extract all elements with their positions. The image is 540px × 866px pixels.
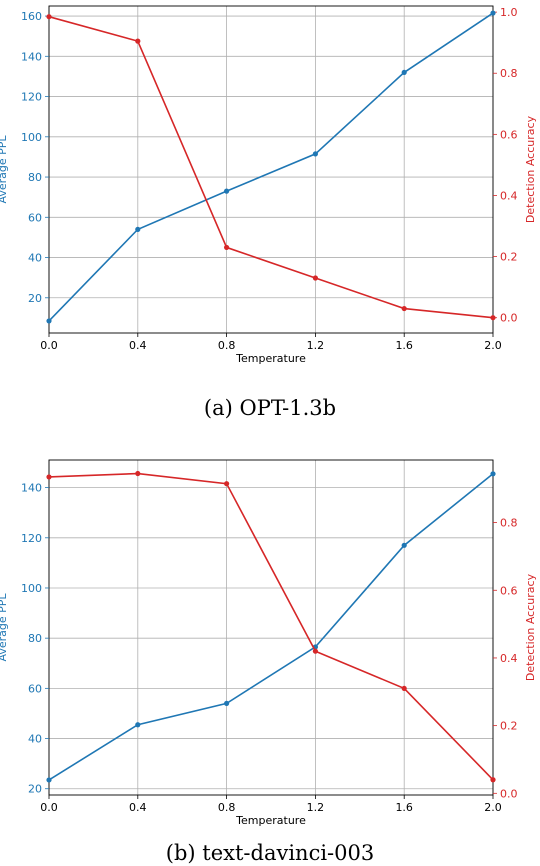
- charta-ytick-right-label: 1.0: [500, 6, 518, 19]
- chartb-ppl-point-5: [490, 471, 496, 477]
- chartb-ppl-point-2: [224, 700, 230, 707]
- chartb-ppl-point-4: [401, 542, 407, 548]
- charta-ytick-left-label: 100: [21, 131, 42, 144]
- charta-xtick-label: 1.6: [395, 339, 413, 352]
- charta-ppl-point-5: [490, 10, 496, 16]
- charta-ytick-left-label: 160: [21, 10, 42, 23]
- charta-ytick-left-label: 140: [21, 50, 42, 63]
- charta-plot-frame: [48, 5, 494, 334]
- chart-text-davinci-003: 0.0 0.4 0.8 1.2 1.6 2.0 20 40 60 80 100 120 140 0.0 0.…: [0, 459, 537, 865]
- charta-ytick-left-label: 40: [28, 252, 42, 265]
- charta-accuracy-point-5: [490, 315, 496, 321]
- charta-ppl-line: [48, 12, 494, 322]
- charta-ytick-right-label: 0.0: [500, 312, 518, 325]
- chart-opt-1-3b: 0.0 0.4 0.8 1.2 1.6 2.0 20 40 60 80 100 120 140 160 0.…: [0, 5, 537, 420]
- chartb-ppl-point-1: [135, 722, 141, 728]
- chartb-ytick-right-label: 0.6: [500, 584, 518, 597]
- charta-ytick-right-label: 0.6: [500, 128, 518, 141]
- charta-ytick-left-label: 80: [28, 171, 42, 184]
- charta-ppl-point-2: [224, 188, 230, 194]
- chartb-accuracy-point-4: [401, 685, 407, 692]
- chartb-xtick-label: 0.8: [218, 801, 236, 814]
- chartb-plot-frame: [48, 459, 494, 796]
- chartb-caption: (b) text-davinci-003: [166, 841, 374, 865]
- chartb-xtick-label: 1.2: [307, 801, 325, 814]
- charta-ppl-point-4: [401, 69, 407, 76]
- chartb-accuracy-point-1: [135, 470, 141, 477]
- charta-ytick-left-label: 120: [21, 91, 42, 104]
- charta-ytick-right-label: 0.8: [500, 67, 518, 80]
- chartb-accuracy-point-0: [46, 474, 52, 480]
- charta-xtick-label: 0.4: [129, 339, 147, 352]
- chartb-accuracy-point-2: [224, 481, 230, 487]
- chartb-ytick-right-label: 0.8: [500, 517, 518, 530]
- chartb-ytick-left-label: 80: [28, 632, 42, 645]
- chartb-xtick-label: 0.0: [40, 801, 58, 814]
- chartb-accuracy-point-3: [312, 648, 318, 654]
- charta-accuracy-point-3: [312, 275, 318, 281]
- charta-accuracy-point-2: [224, 244, 230, 251]
- charta-caption: (a) OPT-1.3b: [204, 396, 336, 420]
- charta-ppl-point-1: [135, 226, 141, 232]
- charta-ppl-point-3: [312, 151, 318, 157]
- chartb-ytick-left-label: 100: [21, 582, 42, 595]
- charta-accuracy-line: [48, 15, 494, 319]
- charta-ppl-point-0: [46, 318, 52, 324]
- charta-accuracy-point-0: [46, 14, 52, 20]
- chartb-ylabel-left: Average PPL: [0, 593, 9, 662]
- charta-accuracy-point-1: [135, 38, 141, 44]
- chartb-ytick-left-label: 40: [28, 733, 42, 746]
- chartb-xtick-label: 2.0: [484, 801, 502, 814]
- charta-xtick-label: 1.2: [307, 339, 325, 352]
- chartb-ytick-left-label: 20: [28, 783, 42, 796]
- charta-ytick-left-label: 60: [28, 211, 42, 224]
- chartb-ppl-point-0: [46, 777, 52, 783]
- chartb-ytick-right-label: 0.2: [500, 720, 518, 733]
- chartb-ytick-right-label: 0.0: [500, 787, 518, 800]
- charta-xlabel: Temperature: [235, 352, 306, 365]
- charta-xtick-label: 0.8: [218, 339, 236, 352]
- charta-xtick-label: 2.0: [484, 339, 502, 352]
- chartb-xtick-label: 1.6: [395, 801, 413, 814]
- charta-ytick-left-label: 20: [28, 292, 42, 305]
- chartb-ytick-right-label: 0.4: [500, 652, 518, 665]
- charta-xtick-label: 0.0: [40, 339, 58, 352]
- chartb-ytick-left-label: 120: [21, 532, 42, 545]
- charta-accuracy-point-4: [401, 305, 407, 312]
- charta-ytick-right-label: 0.2: [500, 251, 518, 264]
- chartb-ylabel-right: Detection Accuracy: [524, 573, 537, 681]
- chartb-ytick-left-label: 60: [28, 682, 42, 695]
- charta-ylabel-left: Average PPL: [0, 135, 9, 204]
- chartb-accuracy-point-5: [490, 777, 496, 783]
- chartb-xlabel: Temperature: [235, 814, 306, 827]
- chartb-ppl-line: [48, 473, 494, 781]
- chartb-xtick-label: 0.4: [129, 801, 147, 814]
- chartb-ytick-left-label: 140: [21, 482, 42, 495]
- charta-ylabel-right: Detection Accuracy: [524, 115, 537, 223]
- chartb-accuracy-line: [48, 472, 494, 781]
- charta-ytick-right-label: 0.4: [500, 189, 518, 202]
